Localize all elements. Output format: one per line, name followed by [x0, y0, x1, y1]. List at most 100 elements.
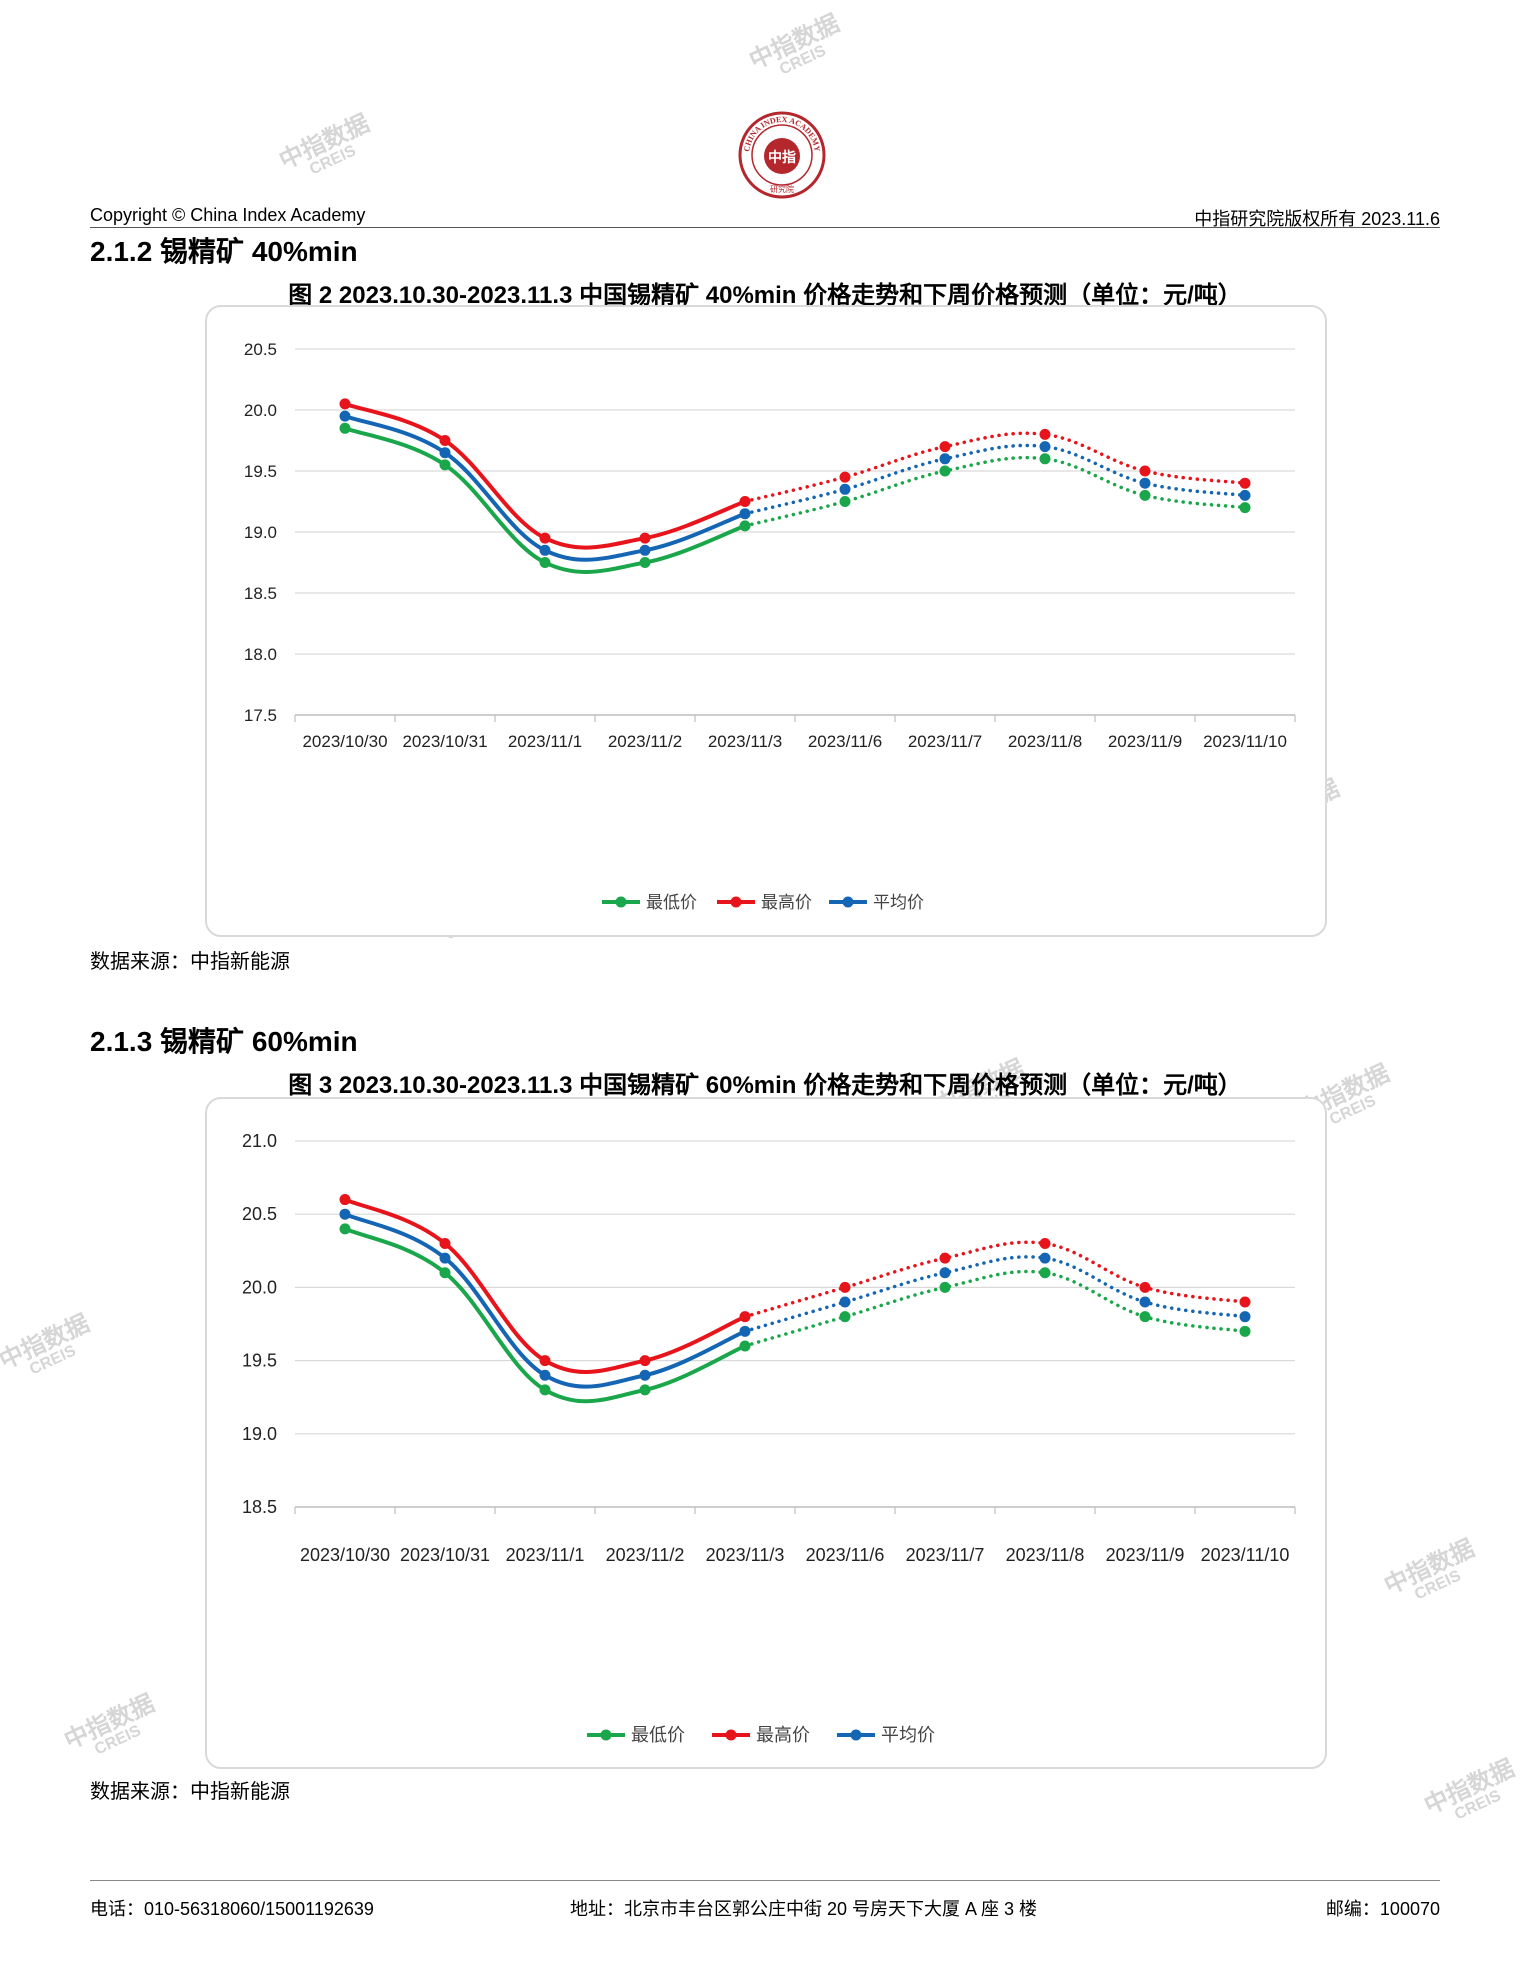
y-tick-label: 18.5: [242, 1497, 277, 1517]
data-point: [539, 544, 551, 556]
data-point: [839, 471, 851, 483]
data-point: [939, 441, 951, 453]
data-point: [839, 1311, 851, 1323]
x-tick-label: 2023/10/31: [400, 1545, 490, 1565]
x-tick-label: 2023/11/6: [806, 1545, 885, 1565]
data-point: [739, 496, 751, 507]
x-tick-label: 2023/11/1: [506, 1545, 585, 1565]
series-line-actual: [343, 401, 747, 550]
x-tick-label: 2023/11/8: [1008, 732, 1082, 751]
legend-label: 最低价: [631, 1725, 685, 1746]
legend-label: 最高价: [756, 1725, 810, 1746]
x-tick-label: 2023/10/30: [300, 1545, 390, 1565]
y-tick-label: 19.5: [242, 1351, 277, 1371]
section-title-40min: 2.1.2 锡精矿 40%min: [90, 236, 358, 267]
data-point: [339, 1194, 351, 1206]
data-point: [639, 557, 651, 568]
chart-panel-40min: 17.5 18.0 18.5 19.0 19.5 20.0 20.5 2023/10/30 20…: [205, 305, 1327, 937]
series-line-forecast: [743, 431, 1247, 504]
data-point: [539, 1384, 551, 1396]
data-point: [1039, 441, 1051, 453]
x-tick-label: 2023/10/30: [302, 732, 387, 751]
logo-center-text: 中指: [768, 149, 796, 165]
x-tick-label: 2023/11/7: [906, 1545, 985, 1565]
price-chart-40min: 17.5 18.0 18.5 19.0 19.5 20.0 20.5 2023/10/30 20…: [244, 340, 1296, 913]
china-index-academy-logo: CHINA INDEX ACADEMY 中指 研究院: [738, 111, 826, 199]
series-line-forecast: [743, 1255, 1247, 1334]
data-point: [1139, 477, 1151, 489]
data-point: [439, 1267, 451, 1279]
figure-caption-60min: 图 3 2023.10.30-2023.11.3 中国锡精矿 60%min 价格…: [288, 1072, 1242, 1099]
data-point: [1239, 1325, 1251, 1337]
x-tick-label: 2023/11/1: [508, 732, 582, 751]
data-point: [539, 1369, 551, 1381]
x-tick-label: 2023/11/3: [706, 1545, 785, 1565]
y-tick-label: 18.5: [244, 584, 277, 603]
legend-marker: [730, 896, 742, 908]
data-point: [1139, 489, 1151, 501]
section-title-60min: 2.1.3 锡精矿 60%min: [90, 1026, 358, 1057]
data-point: [839, 483, 851, 495]
x-tick-label: 2023/11/10: [1203, 732, 1287, 751]
series-line-actual: [343, 1197, 747, 1374]
legend-label: 最高价: [761, 893, 812, 913]
header-divider: [90, 227, 1440, 228]
x-tick-label: 2023/11/7: [908, 732, 982, 751]
price-chart-60min: 18.5 19.0 19.5 20.0 20.5 21.0 2023/10/30 2023/1…: [242, 1131, 1296, 1746]
data-point: [939, 465, 951, 477]
data-point: [939, 453, 951, 465]
data-point: [1239, 502, 1251, 514]
x-tick-label: 2023/11/6: [808, 732, 882, 751]
data-point: [739, 508, 751, 520]
legend-label: 最低价: [646, 893, 697, 913]
series-line-forecast: [743, 1240, 1247, 1319]
data-point: [339, 1208, 351, 1220]
data-point: [539, 532, 551, 544]
x-tick-label: 2023/11/9: [1108, 732, 1182, 751]
data-point: [339, 1223, 351, 1235]
data-point: [1239, 1296, 1251, 1308]
y-tick-label: 20.0: [244, 401, 277, 420]
data-point: [539, 557, 551, 568]
data-point: [939, 1281, 951, 1293]
legend-label: 平均价: [881, 1725, 935, 1746]
x-tick-label: 2023/11/2: [606, 1545, 685, 1565]
data-point: [439, 1237, 451, 1249]
legend-label: 平均价: [873, 893, 924, 913]
data-point: [1139, 1296, 1151, 1308]
x-tick-label: 2023/10/31: [402, 732, 487, 751]
y-tick-label: 21.0: [242, 1131, 277, 1151]
x-tick-label: 2023/11/2: [608, 732, 682, 751]
data-source-60min: 数据来源：中指新能源: [90, 1781, 290, 1803]
data-point: [439, 435, 451, 446]
data-point: [1239, 489, 1251, 501]
y-tick-label: 20.5: [242, 1204, 277, 1224]
figure-caption-40min: 图 2 2023.10.30-2023.11.3 中国锡精矿 40%min 价格…: [288, 282, 1242, 309]
data-point: [339, 410, 351, 422]
data-point: [1039, 1267, 1051, 1279]
data-point: [739, 1340, 751, 1352]
footer-address: 地址：北京市丰台区郭公庄中街 20 号房天下大厦 A 座 3 楼: [570, 1899, 1038, 1919]
data-point: [939, 1252, 951, 1264]
data-point: [1039, 428, 1051, 440]
footer-divider: [90, 1880, 1440, 1881]
chart-panel-60min: 18.5 19.0 19.5 20.0 20.5 21.0 2023/10/30 2023/1…: [205, 1097, 1327, 1769]
data-point: [1139, 1311, 1151, 1323]
rights-date-text: 中指研究院版权所有 2023.11.6: [1194, 209, 1440, 229]
legend-marker: [725, 1729, 737, 1741]
y-tick-label: 19.0: [244, 523, 277, 542]
x-tick-label: 2023/11/3: [708, 732, 782, 751]
data-point: [739, 520, 751, 532]
data-point: [739, 1325, 751, 1337]
legend-marker: [842, 896, 854, 908]
data-point: [339, 398, 351, 410]
legend-marker: [850, 1729, 862, 1741]
series-line-forecast: [743, 1269, 1247, 1348]
x-tick-label: 2023/11/10: [1201, 1545, 1290, 1565]
data-point: [339, 422, 351, 434]
data-source-40min: 数据来源：中指新能源: [90, 951, 290, 973]
